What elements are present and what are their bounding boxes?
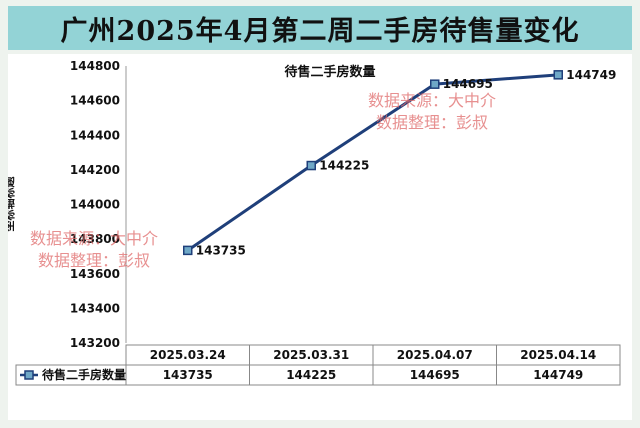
y-tick-label: 144000 <box>70 198 120 212</box>
line-chart: 待售二手房数量坐标轴标题1432001434001436001438001440… <box>8 59 621 386</box>
data-label: 144225 <box>319 159 369 173</box>
watermark-source: 数据来源：大中介 <box>30 229 158 248</box>
y-tick-label: 144200 <box>70 163 120 177</box>
legend-marker-swatch <box>24 370 34 380</box>
y-tick-label: 143400 <box>70 301 120 315</box>
y-tick-label: 144400 <box>70 128 120 142</box>
data-table-legend-cell <box>15 364 127 386</box>
data-table-value: 143735 <box>163 368 213 382</box>
y-tick-label: 143200 <box>70 336 120 350</box>
data-point <box>430 79 440 89</box>
y-tick-label: 144600 <box>70 94 120 108</box>
chart-title: 待售二手房数量 <box>283 64 375 80</box>
data-label: 144749 <box>566 68 616 82</box>
y-tick-label: 144800 <box>70 59 120 73</box>
watermark-author: 数据整理：彭叔 <box>376 113 488 132</box>
series-line <box>186 73 559 252</box>
y-tick-label: 143600 <box>70 267 120 281</box>
watermark-source: 数据来源：大中介 <box>368 91 496 110</box>
data-point <box>306 160 316 171</box>
data-table-value: 144225 <box>286 368 336 382</box>
y-tick-label: 143800 <box>70 232 120 246</box>
x-category-label: 2025.03.24 <box>150 348 226 362</box>
watermark-author: 数据整理：彭叔 <box>38 251 150 270</box>
data-label: 143735 <box>196 243 246 257</box>
y-axis-title: 坐标轴标题 <box>8 176 16 232</box>
data-label: 144695 <box>443 77 493 91</box>
legend-series-name: 待售二手房数量 <box>42 367 126 382</box>
x-category-label: 2025.03.31 <box>273 348 349 362</box>
chart-panel: 待售二手房数量 坐标轴标题 143200 143400 143600 143800 1440… <box>8 54 632 420</box>
title-banner: 广州2025年4月第二周二手房待售量变化 <box>8 6 632 50</box>
data-table-value: 144695 <box>410 368 460 382</box>
x-category-label: 2025.04.07 <box>397 348 473 362</box>
page-title: 广州2025年4月第二周二手房待售量变化 <box>60 15 580 47</box>
x-category-label: 2025.04.14 <box>520 348 596 362</box>
data-point <box>553 70 563 80</box>
data-table-value: 144749 <box>533 368 583 382</box>
data-point <box>183 245 193 256</box>
